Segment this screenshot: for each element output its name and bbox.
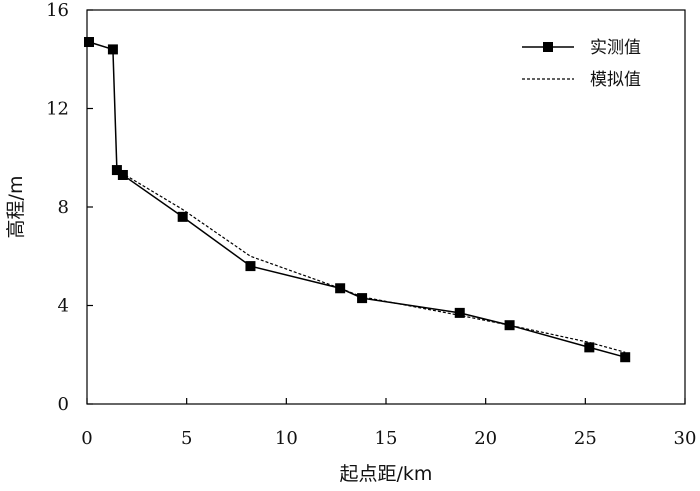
data-point-measured (357, 293, 368, 304)
y-tick-label: 8 (58, 197, 69, 218)
y-tick-label: 0 (58, 394, 69, 415)
x-axis-label: 起点距/km (340, 463, 433, 485)
data-point-measured (504, 320, 515, 331)
legend-marker-measured (543, 42, 553, 52)
y-tick-label: 12 (46, 99, 69, 120)
x-tick-label: 15 (375, 428, 398, 449)
data-point-measured (111, 165, 122, 176)
y-tick-label: 4 (58, 296, 69, 317)
x-tick-label: 5 (181, 428, 192, 449)
x-tick-label: 0 (81, 428, 92, 449)
data-point-measured (83, 37, 94, 48)
ticks: 0 5 10 15 20 25 30 0 4 8 12 16 (46, 0, 696, 449)
data-point-measured (117, 169, 128, 180)
series-lines (83, 37, 631, 363)
x-tick-label: 10 (275, 428, 298, 449)
legend: 实测值 模拟值 (522, 38, 641, 90)
y-tick-label: 16 (46, 0, 69, 21)
x-tick-label: 30 (674, 428, 697, 449)
x-tick-label: 20 (474, 428, 497, 449)
data-point-measured (584, 342, 595, 353)
y-axis-label: 高程/m (5, 176, 27, 239)
data-point-measured (454, 307, 465, 318)
series-line-measured (88, 41, 626, 358)
x-tick-label: 25 (574, 428, 597, 449)
data-point-measured (245, 261, 256, 272)
data-point-measured (107, 44, 118, 55)
series-line-simulated (116, 169, 626, 353)
legend-label-simulated: 模拟值 (590, 70, 641, 90)
data-point-measured (335, 283, 346, 294)
legend-label-measured: 实测值 (590, 38, 641, 58)
data-point-measured (177, 211, 188, 222)
data-point-measured (620, 352, 631, 363)
